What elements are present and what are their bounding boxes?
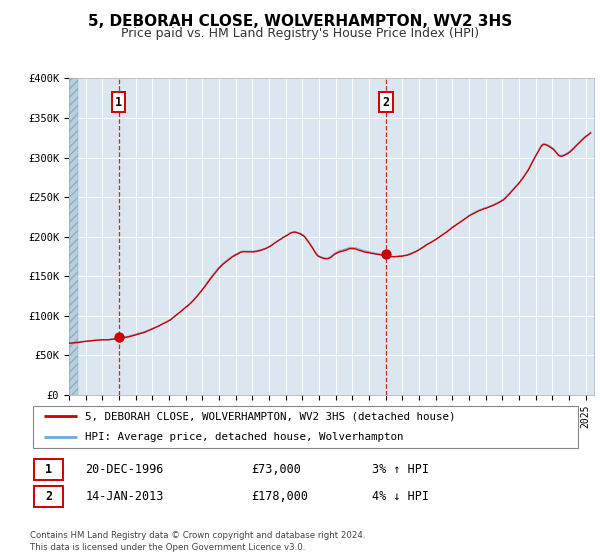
- Text: £73,000: £73,000: [251, 463, 301, 476]
- Text: This data is licensed under the Open Government Licence v3.0.: This data is licensed under the Open Gov…: [30, 543, 305, 552]
- Text: 5, DEBORAH CLOSE, WOLVERHAMPTON, WV2 3HS (detached house): 5, DEBORAH CLOSE, WOLVERHAMPTON, WV2 3HS…: [85, 411, 456, 421]
- Text: Price paid vs. HM Land Registry's House Price Index (HPI): Price paid vs. HM Land Registry's House …: [121, 27, 479, 40]
- Point: [382, 250, 391, 259]
- Text: 1: 1: [45, 463, 52, 476]
- Text: 4% ↓ HPI: 4% ↓ HPI: [372, 490, 429, 503]
- FancyBboxPatch shape: [33, 405, 578, 448]
- Text: 2: 2: [45, 490, 52, 503]
- Text: £178,000: £178,000: [251, 490, 308, 503]
- Text: Contains HM Land Registry data © Crown copyright and database right 2024.: Contains HM Land Registry data © Crown c…: [30, 531, 365, 540]
- Text: HPI: Average price, detached house, Wolverhampton: HPI: Average price, detached house, Wolv…: [85, 432, 404, 442]
- Point: [114, 333, 124, 342]
- Text: 3% ↑ HPI: 3% ↑ HPI: [372, 463, 429, 476]
- FancyBboxPatch shape: [34, 486, 63, 507]
- Text: 20-DEC-1996: 20-DEC-1996: [85, 463, 164, 476]
- Text: 5, DEBORAH CLOSE, WOLVERHAMPTON, WV2 3HS: 5, DEBORAH CLOSE, WOLVERHAMPTON, WV2 3HS: [88, 14, 512, 29]
- Text: 2: 2: [383, 96, 390, 109]
- Text: 14-JAN-2013: 14-JAN-2013: [85, 490, 164, 503]
- FancyBboxPatch shape: [34, 459, 63, 480]
- Text: 1: 1: [115, 96, 122, 109]
